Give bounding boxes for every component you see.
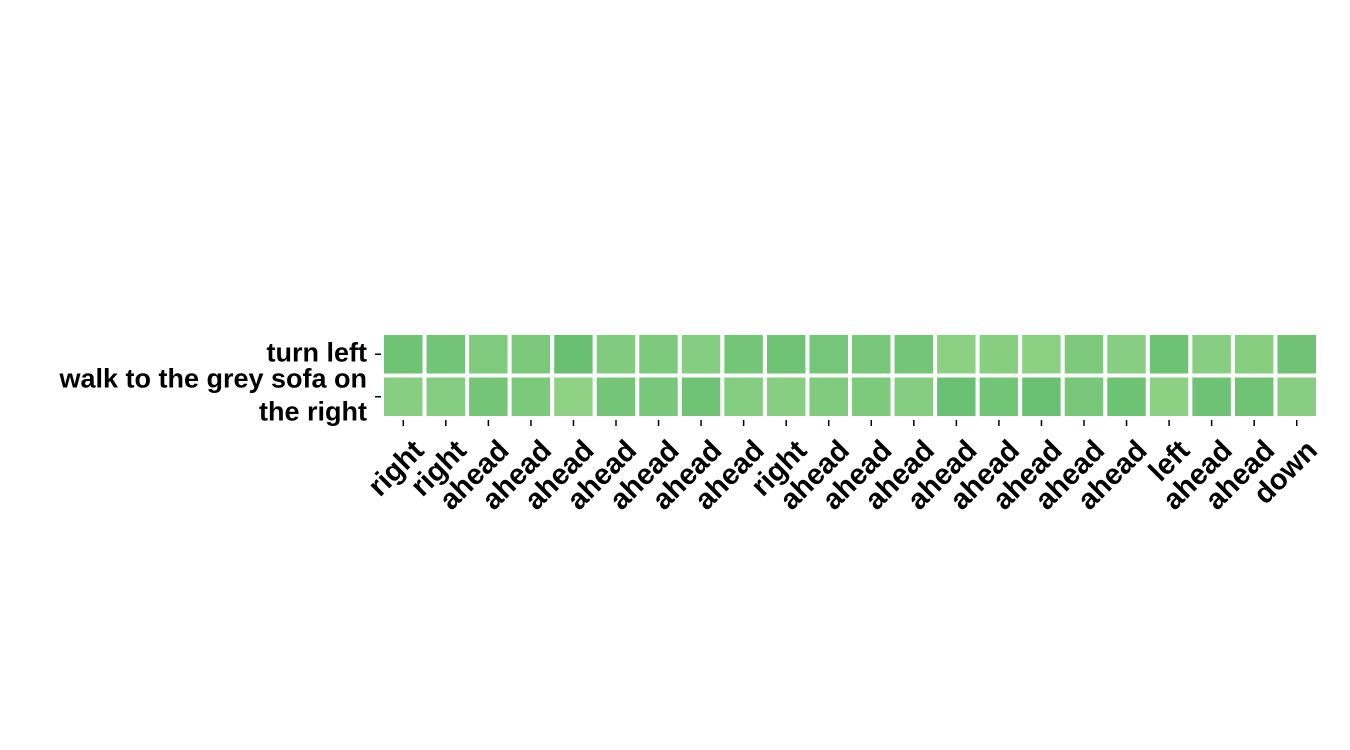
heatmap-cell [848,373,895,420]
heatmap-cell [805,331,852,378]
row-label: turn left [267,337,368,367]
heatmap-cell [1230,373,1278,420]
heatmap-cell [933,331,980,378]
heatmap-cell [720,373,767,420]
heatmap-cell [1273,331,1321,378]
heatmap-cell [1188,331,1235,378]
heatmap-cell [380,331,427,378]
heatmap-cell [465,331,512,378]
heatmap-cell [720,331,767,378]
heatmap-cell [848,331,895,378]
heatmap-cell [465,373,512,420]
heatmap-cell [975,373,1023,420]
heatmap-cell [550,373,597,420]
heatmap-cell [1103,373,1150,420]
heatmap-cell [380,373,427,420]
heatmap-cell [1018,373,1065,420]
heatmap-cell [1145,331,1193,378]
heatmap-cell [677,331,725,378]
heatmap-cell [1273,373,1321,420]
heatmap-cell [762,331,810,378]
column-labels: rightrightaheadaheadaheadaheadaheadahead… [362,420,1324,516]
heatmap-cell [592,331,640,378]
heatmap-cell [1188,373,1235,420]
row-label: walk to the grey sofa on [58,363,367,393]
heatmap-cell [1145,373,1193,420]
heatmap-cell [677,373,725,420]
heatmap-cell [1230,331,1278,378]
heatmap-cell [890,373,938,420]
heatmap-cell [507,331,555,378]
heatmap-cell [592,373,640,420]
heatmap-cell [550,331,597,378]
heatmap-cell [1060,331,1108,378]
heatmap-cell [975,331,1023,378]
heatmap-cell [1103,331,1150,378]
heatmap-cell [422,373,470,420]
row-label: the right [259,396,367,426]
heatmap-cell [635,373,682,420]
heatmap-cells [380,331,1321,420]
heatmap-cell [507,373,555,420]
heatmap-cell [933,373,980,420]
heatmap-cell [762,373,810,420]
heatmap-cell [422,331,470,378]
heatmap-cell [1018,331,1065,378]
heatmap-cell [635,331,682,378]
heatmap-cell [1060,373,1108,420]
heatmap-cell [805,373,852,420]
heatmap-cell [890,331,938,378]
